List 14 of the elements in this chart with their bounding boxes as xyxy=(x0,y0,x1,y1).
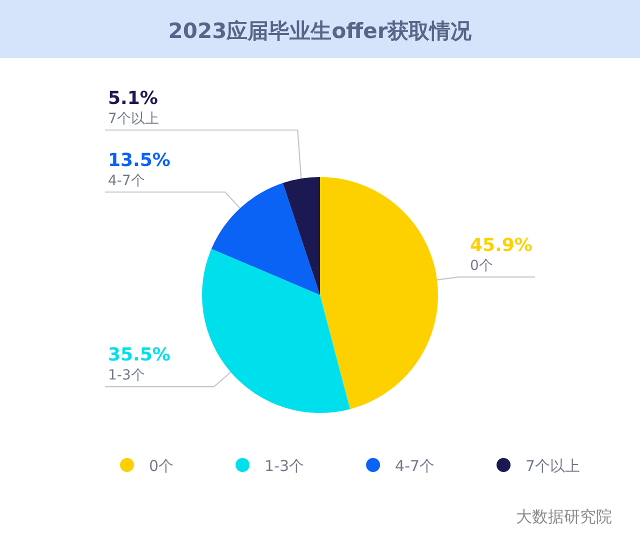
slice-label: 0个 xyxy=(470,258,493,274)
data-label: 45.9% xyxy=(470,235,532,256)
text: 大数据研究院 xyxy=(516,507,612,526)
slice-label: 1-3个 xyxy=(108,368,145,384)
slice-label: 4-7个 xyxy=(108,173,145,190)
legend-label: 1-3个 xyxy=(264,457,304,475)
legend-label: 4-7个 xyxy=(395,457,435,475)
chart-title: 2023应届毕业生offer获取情况 xyxy=(168,19,473,43)
data-label: 35.5% xyxy=(108,344,170,366)
data-label: 5.1% xyxy=(108,88,158,110)
data-label: 13.5% xyxy=(108,150,170,172)
legend-label: 7个以上 xyxy=(526,457,580,475)
legend-label: 0个 xyxy=(149,457,174,475)
slice-label: 7个以上 xyxy=(108,111,159,128)
